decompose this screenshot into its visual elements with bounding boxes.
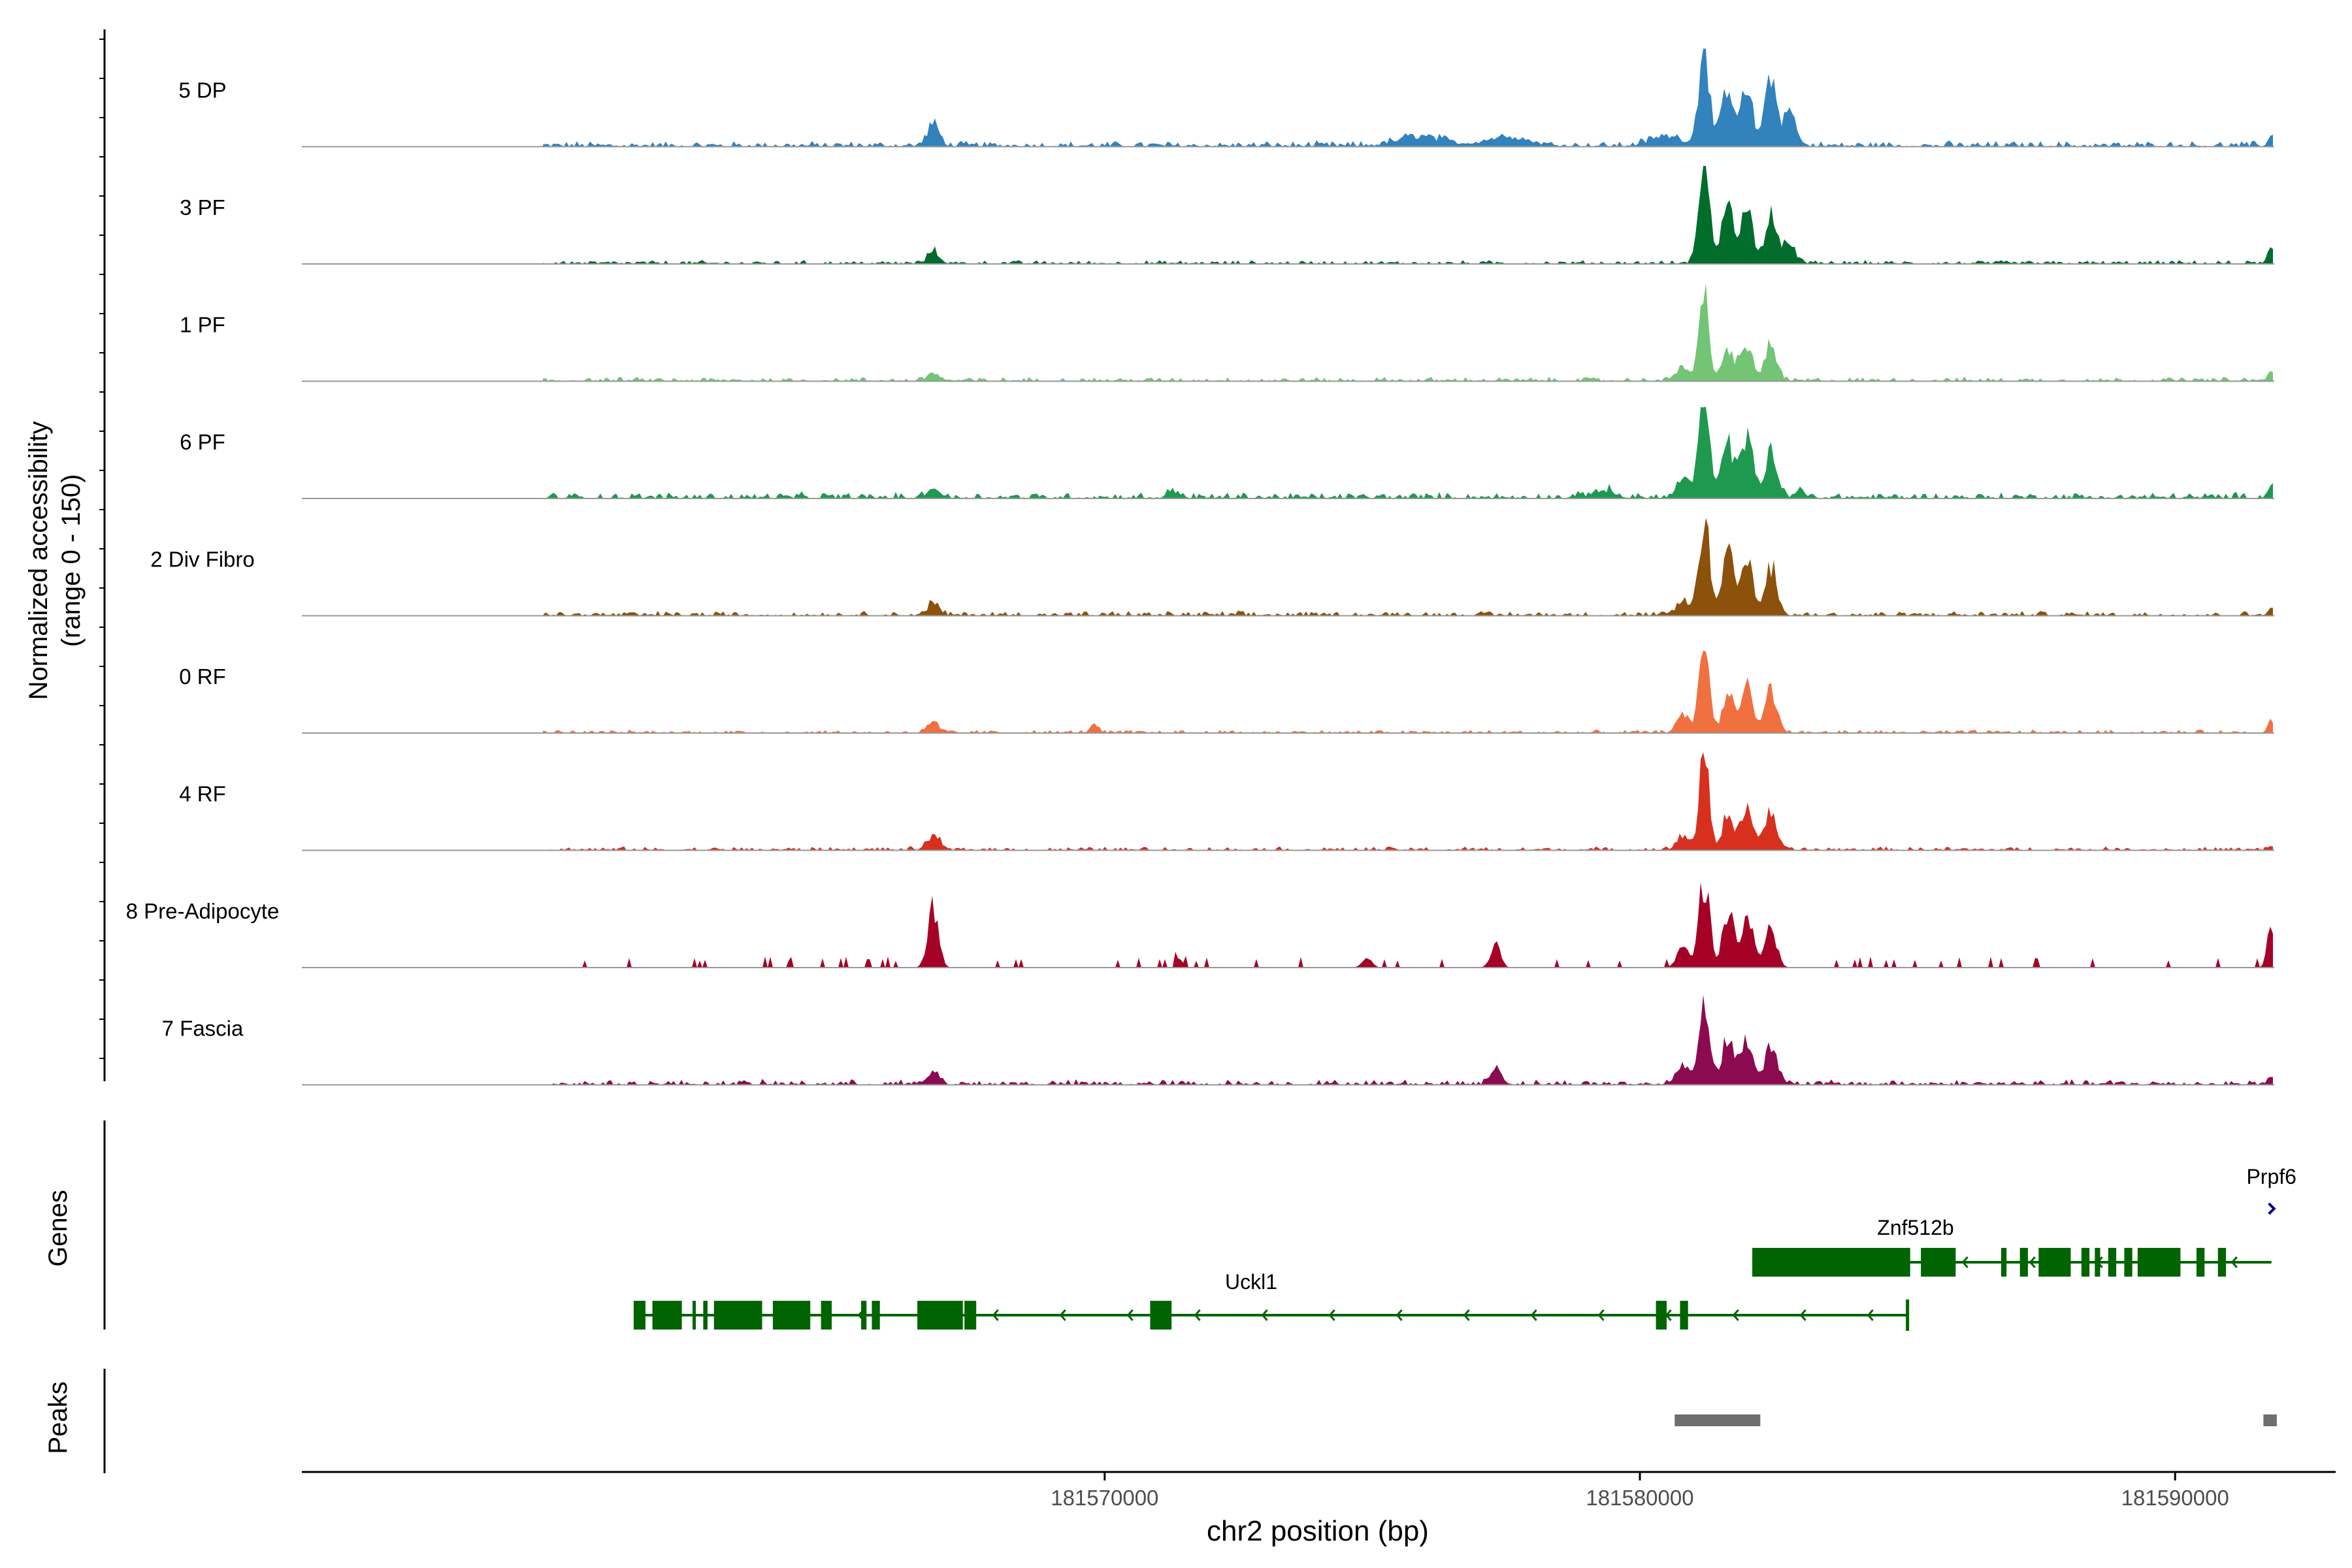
exon [2137, 1248, 2181, 1277]
exon [1752, 1248, 1910, 1277]
strand-arrow [1597, 1309, 1605, 1321]
strand-arrow [1396, 1309, 1403, 1321]
exon [964, 1301, 977, 1330]
genes-track-label: Genes [44, 1190, 73, 1267]
exon [2108, 1248, 2117, 1277]
coverage-area [543, 752, 2273, 851]
gene-annotations: Uckl1 Znf512b Prpf6 [633, 1165, 2296, 1331]
track-0-rf: 0 RF [179, 650, 2274, 734]
strand-arrow [1059, 1309, 1066, 1321]
exon [821, 1301, 832, 1330]
track-6-pf: 6 PF [180, 406, 2274, 499]
track-label: 2 Div Fibro [150, 547, 255, 572]
peak-regions [1674, 1414, 2277, 1426]
exon [861, 1301, 867, 1330]
peak-region [1674, 1414, 1761, 1426]
gene-label: Prpf6 [2246, 1165, 2296, 1188]
strand-arrow [1261, 1309, 1268, 1321]
track-7-fascia: 7 Fascia [162, 994, 2274, 1086]
track-2-div-fibro: 2 Div Fibro [150, 517, 2274, 617]
track-label: 3 PF [180, 195, 225, 220]
track-label: 4 RF [179, 782, 226, 806]
strand-arrow [1194, 1309, 1201, 1321]
exon [1656, 1301, 1667, 1330]
peak-region [2263, 1414, 2277, 1426]
strand-arrow [2029, 1256, 2036, 1268]
track-label: 5 DP [178, 78, 226, 103]
exon [1150, 1301, 1172, 1330]
gene-label: Uckl1 [1225, 1270, 1277, 1294]
coverage-area [543, 406, 2273, 498]
exon [1921, 1248, 1956, 1277]
exon [1680, 1301, 1688, 1330]
coverage-area [543, 283, 2273, 382]
exon [2081, 1248, 2090, 1277]
exon [872, 1301, 880, 1330]
track-label: 1 PF [180, 313, 225, 337]
exon [693, 1301, 696, 1330]
track-8-pre-adipocyte: 8 Pre-Adipocyte [126, 882, 2274, 968]
gene-uckl1[interactable]: Uckl1 [633, 1270, 1910, 1331]
exon [2124, 1248, 2132, 1277]
coverage-area [543, 48, 2273, 147]
exon [2095, 1248, 2100, 1277]
exon [703, 1301, 708, 1330]
gene-znf512b[interactable]: Znf512b [1752, 1216, 2272, 1277]
coverage-area [543, 650, 2273, 733]
track-3-pf: 3 PF [180, 166, 2274, 265]
exon [2019, 1248, 2028, 1277]
track-label: 6 PF [180, 430, 225, 454]
strand-arrow [1961, 1256, 1968, 1268]
peaks-track-label: Peaks [44, 1381, 73, 1454]
coverage-area [543, 517, 2273, 616]
y-axis-title-line1: Normalized accessibility [24, 421, 53, 700]
strand-arrow [992, 1309, 999, 1321]
exon [772, 1301, 811, 1330]
y-axis-title: Normalized accessibility (range 0 - 150) [24, 421, 86, 700]
strand-arrow [1328, 1309, 1335, 1321]
exon [2038, 1248, 2071, 1277]
strand-arrow [2230, 1256, 2238, 1268]
track-label: 8 Pre-Adipocyte [126, 899, 280, 923]
strand-arrow [1732, 1309, 1739, 1321]
strand-arrow [1126, 1309, 1134, 1321]
coverage-tracks: 5 DP 3 PF 1 PF 6 PF 2 Div Fibro 0 RF 4 RF 8 Pre… [126, 48, 2274, 1086]
track-4-rf: 4 RF [179, 752, 2274, 851]
coverage-y-ticks [99, 39, 105, 1059]
exon [652, 1301, 682, 1330]
strand-arrow [1799, 1309, 1806, 1321]
coverage-area [543, 994, 2273, 1085]
strand-arrow [1530, 1309, 1537, 1321]
gene-prpf6[interactable]: Prpf6 [2246, 1165, 2296, 1215]
strand-arrow [1463, 1309, 1470, 1321]
x-axis-ticks: 181570000 181580000 181590000 [1051, 1472, 2229, 1510]
track-1-pf: 1 PF [180, 283, 2274, 382]
gene-label: Znf512b [1877, 1216, 1953, 1239]
track-label: 0 RF [179, 664, 226, 689]
exon [2001, 1248, 2007, 1277]
x-tick-label: 181570000 [1051, 1486, 1158, 1510]
track-5-dp: 5 DP [178, 48, 2274, 148]
track-label: 7 Fascia [162, 1017, 244, 1041]
x-tick-label: 181590000 [2121, 1486, 2229, 1510]
strand-arrow [2268, 1202, 2276, 1215]
exon [917, 1301, 963, 1330]
x-tick-label: 181580000 [1586, 1486, 1693, 1510]
strand-arrow [1867, 1309, 1874, 1321]
exon [2197, 1248, 2205, 1277]
exon [713, 1301, 762, 1330]
y-axis-title-line2: (range 0 - 150) [57, 474, 86, 647]
exon [2217, 1248, 2227, 1277]
exon [633, 1301, 645, 1330]
coverage-area [543, 882, 2273, 968]
coverage-area [543, 166, 2273, 264]
x-axis-title: chr2 position (bp) [1207, 1515, 1429, 1547]
